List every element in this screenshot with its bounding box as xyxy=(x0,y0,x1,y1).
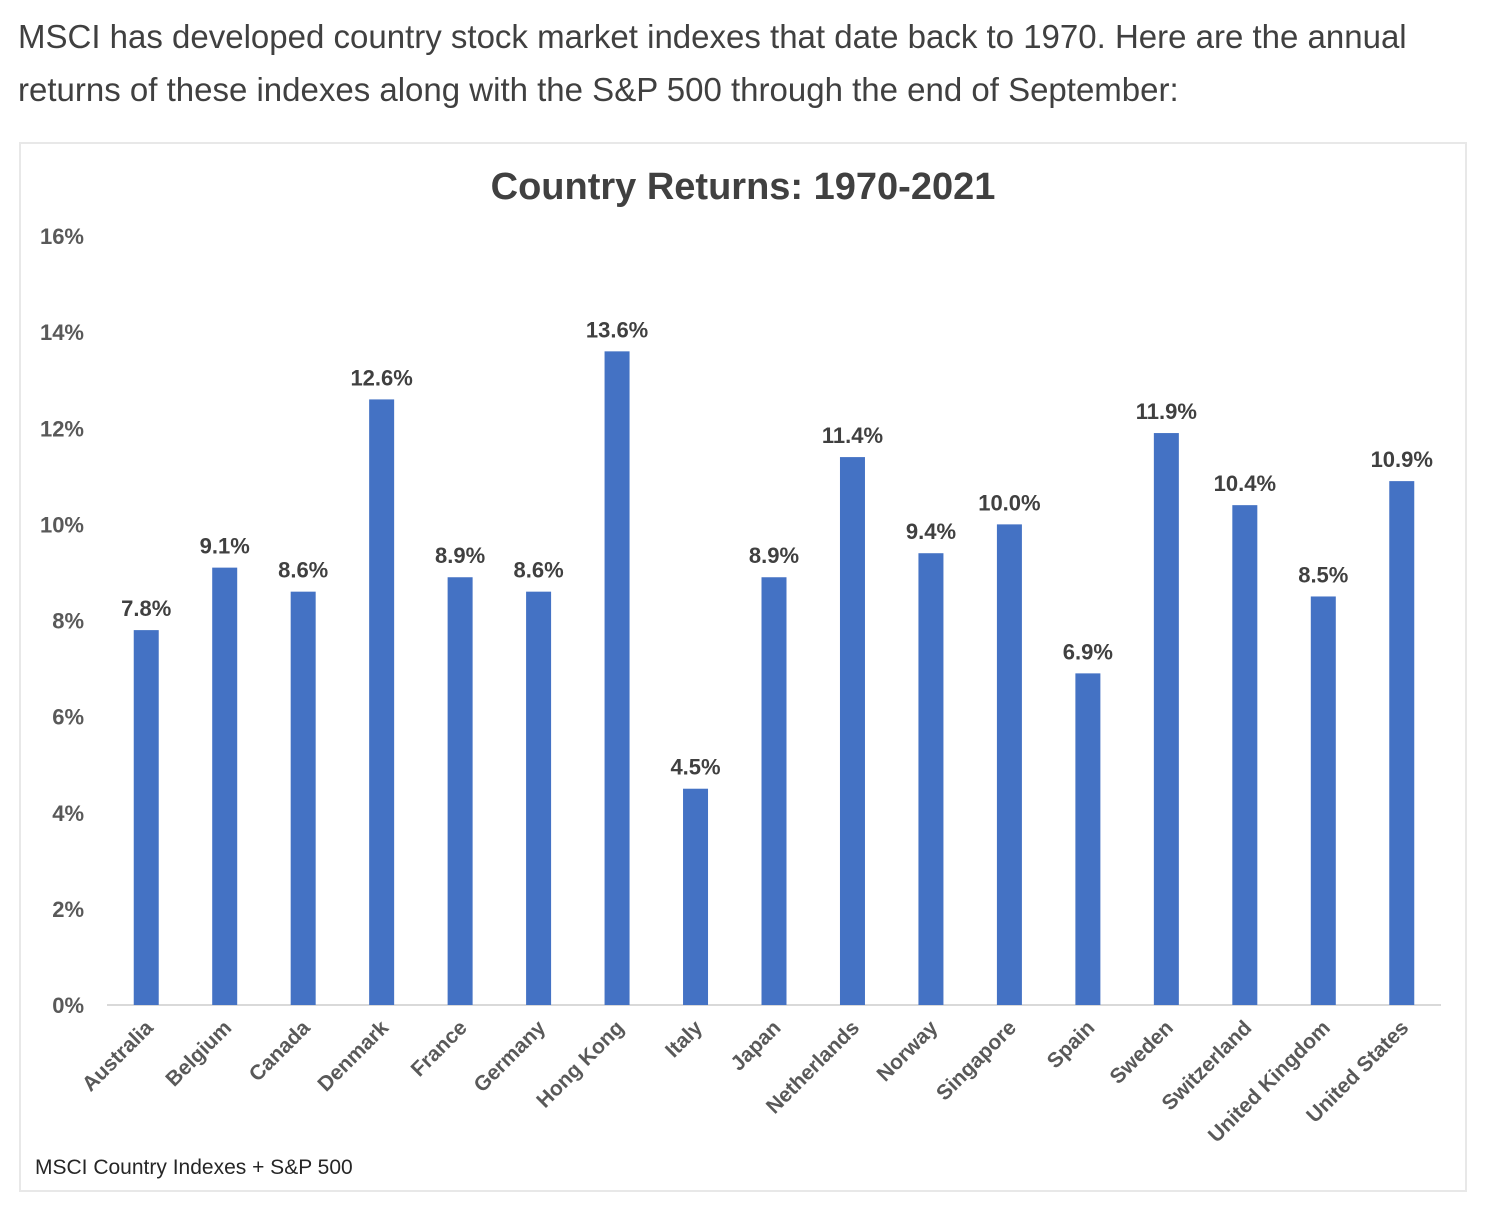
data-label: 8.9% xyxy=(749,543,799,568)
bar xyxy=(1153,433,1179,1005)
y-tick-label: 0% xyxy=(52,993,84,1018)
x-tick-label: Norway xyxy=(873,1016,943,1086)
data-label: 11.9% xyxy=(1136,399,1197,424)
x-tick-label: Belgium xyxy=(161,1016,236,1091)
y-tick-label: 2% xyxy=(52,897,84,922)
bar xyxy=(839,457,865,1005)
bar-series xyxy=(133,351,1415,1006)
x-tick-label: Germany xyxy=(469,1016,550,1097)
data-label: 9.4% xyxy=(906,519,956,544)
data-label: 8.9% xyxy=(435,543,485,568)
y-tick-label: 12% xyxy=(40,416,84,441)
bar xyxy=(212,567,238,1005)
bar xyxy=(1232,505,1258,1005)
data-label: 6.9% xyxy=(1063,639,1113,664)
y-tick-label: 6% xyxy=(52,705,84,730)
y-tick-label: 16% xyxy=(40,224,84,249)
y-tick-label: 4% xyxy=(52,801,84,826)
y-axis: 0% 2% 4% 6% 8% 10% 12% 14% 16% xyxy=(40,224,84,1018)
data-label: 10.4% xyxy=(1214,471,1276,496)
x-tick-label: Canada xyxy=(245,1016,315,1086)
bar xyxy=(918,553,944,1005)
source-note: MSCI Country Indexes + S&P 500 xyxy=(35,1156,353,1179)
data-label: 9.1% xyxy=(200,534,250,559)
x-tick-label: Sweden xyxy=(1106,1016,1178,1088)
x-tick-label: Spain xyxy=(1043,1016,1100,1073)
data-label: 8.6% xyxy=(278,558,328,583)
bar xyxy=(683,788,709,1005)
data-label: 10.9% xyxy=(1371,447,1433,472)
y-tick-label: 8% xyxy=(52,609,84,634)
chart-figure: Country Returns: 1970-2021 0% 2% 4% 6% 8% 10%… xyxy=(19,142,1467,1192)
chart-title: Country Returns: 1970-2021 xyxy=(491,166,996,208)
x-tick-label: France xyxy=(407,1016,472,1081)
x-tick-label: Italy xyxy=(661,1016,707,1062)
data-label: 8.5% xyxy=(1298,562,1348,587)
bar xyxy=(1310,596,1336,1005)
bar xyxy=(1389,481,1415,1005)
data-label: 7.8% xyxy=(121,596,171,621)
x-tick-label: Australia xyxy=(78,1016,158,1096)
bar xyxy=(290,591,316,1005)
y-tick-label: 10% xyxy=(40,512,84,537)
data-label: 11.4% xyxy=(822,423,883,448)
data-label: 4.5% xyxy=(670,755,720,780)
x-tick-label: Denmark xyxy=(313,1016,393,1096)
x-tick-label: Singapore xyxy=(932,1016,1021,1105)
bar xyxy=(761,577,787,1005)
y-tick-label: 14% xyxy=(40,320,84,345)
x-tick-label: Japan xyxy=(726,1016,785,1075)
intro-paragraph: MSCI has developed country stock market … xyxy=(18,18,1407,108)
bar xyxy=(369,399,395,1006)
data-labels: 7.8% 9.1% 8.6% 12.6% 8.9% 8.6% 13.6% 4.5% 8.9% 11… xyxy=(121,317,1433,779)
bar xyxy=(604,351,630,1006)
bar xyxy=(996,524,1022,1005)
data-label: 10.0% xyxy=(978,490,1040,515)
bar-chart: Country Returns: 1970-2021 0% 2% 4% 6% 8% 10%… xyxy=(40,166,1441,1147)
bar xyxy=(133,630,159,1005)
bar xyxy=(526,591,552,1005)
data-label: 12.6% xyxy=(350,365,412,390)
data-label: 8.6% xyxy=(514,558,564,583)
bar xyxy=(1075,673,1101,1005)
data-label: 13.6% xyxy=(586,317,648,342)
bar xyxy=(447,577,473,1005)
